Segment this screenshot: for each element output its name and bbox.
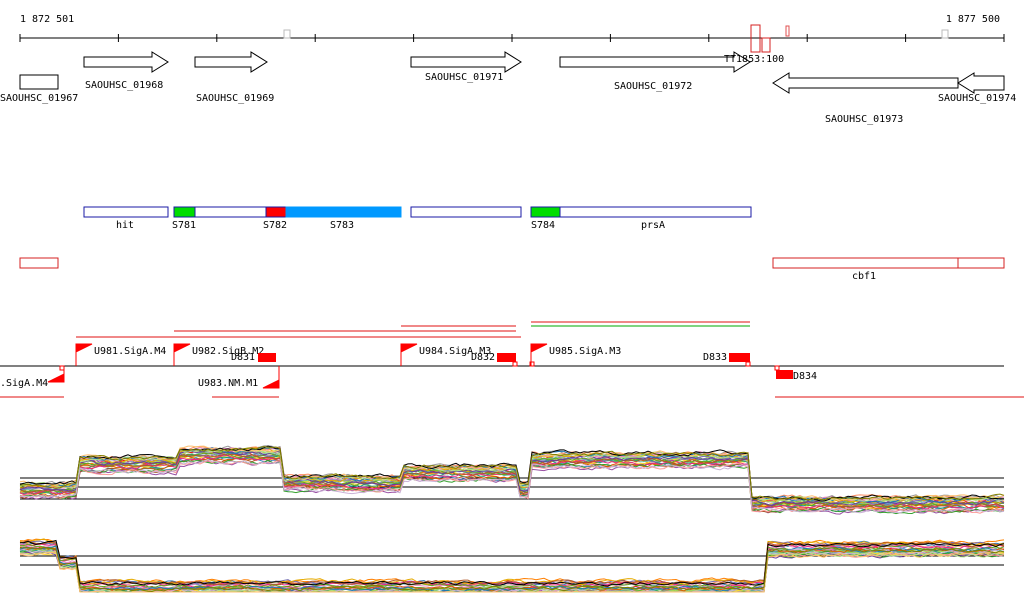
promoter-flag[interactable] (173, 343, 191, 366)
tt-marker-label: TT1853:100 (724, 54, 784, 65)
promoter-track: .SigA.M4 U981.SigA.M4 U982.SigB.M2 U983.… (0, 343, 1004, 389)
expression-curve (19, 548, 1005, 593)
operon-label: S783 (330, 220, 354, 231)
ruler-ticks (19, 34, 1005, 42)
expression-curve (19, 539, 1005, 587)
promoter-label: U983.NM.M1 (198, 378, 258, 389)
gene-arrow-forward[interactable] (83, 51, 169, 73)
expression-curve (19, 538, 1005, 586)
operon-track: hit S781 S782 S783 S784 prsA (83, 206, 752, 231)
expression-curve (19, 453, 1005, 508)
operon-segment-green[interactable] (530, 206, 561, 218)
terminator-label: D833 (703, 352, 727, 363)
ruler-start-label: 1 872 501 (20, 14, 74, 25)
promoter-label: .SigA.M4 (0, 378, 48, 389)
ruler-marker (941, 29, 949, 39)
expression-curve (19, 458, 1005, 514)
gene-track: SAOUHSC_01967 SAOUHSC_01968 SAOUHSC_0196… (0, 24, 1016, 125)
expression-curve (19, 543, 1005, 589)
promoter-label: U981.SigA.M4 (94, 346, 166, 357)
terminator-block[interactable] (258, 353, 276, 362)
operon-label: prsA (641, 220, 665, 231)
terminator-block[interactable] (776, 370, 793, 379)
gene-label: SAOUHSC_01974 (938, 93, 1016, 104)
operon-label: S784 (531, 220, 555, 231)
gene-label: SAOUHSC_01968 (85, 80, 163, 91)
operon-segment-green[interactable] (173, 206, 196, 218)
operon-label: S782 (263, 220, 287, 231)
operon-segment[interactable] (410, 206, 522, 218)
cds-track: cbf1 (19, 257, 1005, 282)
operon-label: hit (116, 220, 134, 231)
promoter-flag-reverse[interactable] (262, 366, 280, 389)
terminator-tick (745, 361, 751, 367)
expression-curve (19, 447, 1005, 503)
gene-box[interactable] (19, 74, 59, 90)
ruler-marker (283, 29, 291, 39)
operon-segment[interactable] (194, 206, 267, 218)
terminator-block[interactable] (729, 353, 750, 362)
expression-curves (19, 445, 1005, 515)
terminator-tick (529, 361, 535, 367)
expression-curve (19, 543, 1005, 590)
promoter-label: U984.SigA.M3 (419, 346, 491, 357)
expression-curve (19, 546, 1005, 593)
cds-box[interactable] (772, 257, 959, 269)
expression-curve (19, 446, 1005, 501)
terminator-tick (59, 365, 65, 371)
gene-arrow-forward[interactable] (410, 51, 522, 73)
terminator-label: D831 (231, 352, 255, 363)
promoter-flag[interactable] (75, 343, 93, 366)
expression-curve (19, 455, 1005, 512)
ruler-end-label: 1 877 500 (946, 14, 1000, 25)
transcript-lines (0, 321, 1024, 398)
ruler-marker-red (785, 25, 790, 37)
gene-arrow-reverse[interactable] (957, 72, 1005, 94)
promoter-flag-reverse[interactable] (47, 366, 65, 383)
promoter-flag[interactable] (400, 343, 418, 366)
gene-arrow-forward[interactable] (194, 51, 268, 73)
cds-label: cbf1 (852, 271, 876, 282)
expression-curves (19, 538, 1005, 593)
terminator-tick (512, 361, 518, 367)
cds-box[interactable] (19, 257, 59, 269)
gene-arrow-reverse[interactable] (772, 72, 959, 94)
cds-box[interactable] (957, 257, 1005, 269)
expression-minus-strand (19, 538, 1005, 593)
gene-label: SAOUHSC_01972 (614, 81, 692, 92)
tt-marker-box[interactable] (761, 37, 771, 53)
expression-curve (19, 551, 1005, 593)
terminator-tick (774, 365, 780, 371)
tt-marker-box[interactable] (750, 24, 761, 53)
expression-curve (19, 445, 1005, 502)
expression-plus-strand (19, 445, 1005, 515)
gene-arrow-forward[interactable] (559, 51, 751, 73)
operon-segment[interactable] (559, 206, 752, 218)
operon-label: S781 (172, 220, 196, 231)
coordinate-ruler: 1 872 501 1 877 500 (19, 14, 1005, 42)
promoter-flag[interactable] (530, 343, 548, 366)
terminator-block[interactable] (497, 353, 516, 362)
promoter-label: U982.SigB.M2 (192, 346, 264, 357)
gene-label: SAOUHSC_01971 (425, 72, 503, 83)
gene-label: SAOUHSC_01967 (0, 93, 78, 104)
terminator-label: D834 (793, 371, 817, 382)
gene-label: SAOUHSC_01973 (825, 114, 903, 125)
gene-label: SAOUHSC_01969 (196, 93, 274, 104)
promoter-label: U985.SigA.M3 (549, 346, 621, 357)
terminator-label: D832 (471, 352, 495, 363)
operon-segment[interactable] (83, 206, 169, 218)
operon-segment-blue[interactable] (285, 206, 402, 218)
operon-segment-red[interactable] (265, 206, 287, 218)
